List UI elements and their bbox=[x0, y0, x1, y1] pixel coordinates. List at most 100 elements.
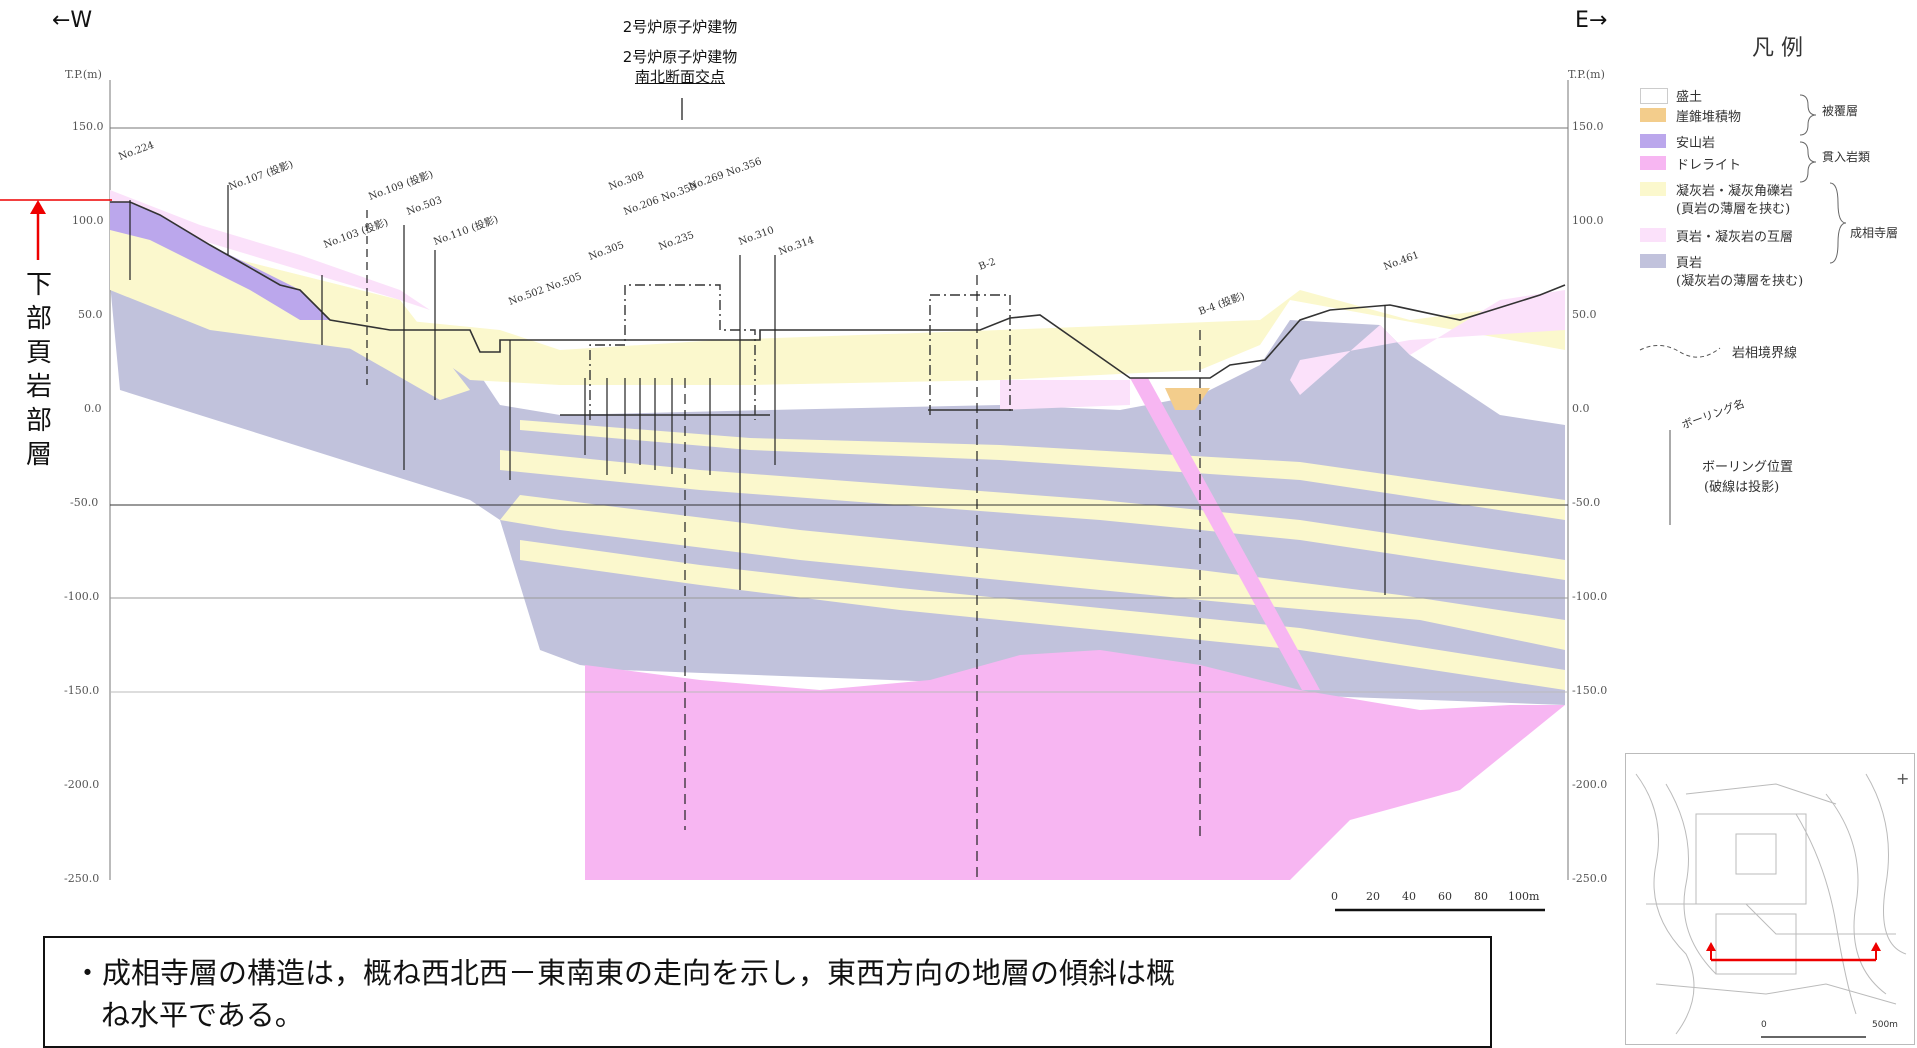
west-direction-label: ←W bbox=[52, 8, 93, 33]
tick-left: 50.0 bbox=[78, 308, 103, 321]
group-label-intrusive: 貫入岩類 bbox=[1822, 150, 1871, 164]
tick-left: -200.0 bbox=[64, 778, 100, 791]
tick-left: -100.0 bbox=[64, 590, 100, 603]
legend: 凡 例 盛土 崖錐堆積物 安山岩 ドレライト 凝灰岩・凝灰角礫岩 (頁岩の薄層を… bbox=[1632, 26, 1902, 566]
boring-label: No.308 bbox=[607, 170, 645, 193]
group-label-cover: 被覆層 bbox=[1822, 104, 1859, 118]
legend-shale: 頁岩 bbox=[1676, 256, 1703, 271]
boring-label: No.269 No.356 bbox=[687, 156, 763, 193]
summary-note-line1: ・成相寺層の構造は，概ね西北西－東南東の走向を示し，東西方向の地層の傾斜は概 bbox=[73, 956, 1176, 990]
intersection-label-line1: 2号炉原子炉建物 bbox=[622, 48, 738, 66]
tick-right: 0.0 bbox=[1572, 402, 1590, 415]
summary-note-box: ・成相寺層の構造は，概ね西北西－東南東の走向を示し，東西方向の地層の傾斜は概 ね… bbox=[43, 936, 1492, 1048]
legend-boring-note: (破線は投影) bbox=[1704, 480, 1780, 495]
swatch-tuff bbox=[1640, 182, 1666, 196]
legend-fill: 盛土 bbox=[1676, 90, 1703, 105]
rock-layers bbox=[110, 190, 1565, 880]
boring-label: No.235 bbox=[657, 230, 695, 253]
brace bbox=[1799, 141, 1817, 183]
axis-unit-left: T.P.(m) bbox=[65, 68, 102, 81]
legend-tuff-note: (頁岩の薄層を挟む) bbox=[1676, 202, 1791, 217]
tuff-layer-upper bbox=[110, 240, 1565, 385]
boring-label: No.110 (投影) bbox=[432, 212, 500, 247]
swatch-talus bbox=[1640, 108, 1666, 122]
tick-left: 0.0 bbox=[84, 402, 102, 415]
tick-right: -100.0 bbox=[1572, 590, 1608, 603]
elevation-lines bbox=[110, 127, 1568, 693]
alternation-layer bbox=[1000, 380, 1130, 410]
inset-location-map: + 0 500m bbox=[1625, 753, 1915, 1045]
ground-surface bbox=[110, 201, 1566, 379]
legend-tuff: 凝灰岩・凝灰角礫岩 bbox=[1676, 184, 1794, 199]
scale-label: 40 bbox=[1402, 890, 1416, 903]
legend-dolerite: ドレライト bbox=[1676, 158, 1742, 173]
brace bbox=[1829, 182, 1847, 264]
legend-boring-name: ボーリング名 bbox=[1679, 397, 1747, 432]
boundary-line-sample bbox=[1639, 345, 1721, 358]
scale-label: 100m bbox=[1508, 890, 1540, 903]
legend-title: 凡 例 bbox=[1752, 36, 1803, 61]
tuff-band bbox=[520, 420, 1565, 520]
tick-right: -50.0 bbox=[1572, 496, 1601, 509]
group-label-jojoji: 成相寺層 bbox=[1850, 226, 1899, 240]
boring-label: No.109 (投影) bbox=[367, 167, 435, 202]
tick-right: 100.0 bbox=[1572, 214, 1604, 227]
boring-label: No.305 bbox=[587, 240, 625, 263]
dolerite-dike bbox=[1130, 378, 1320, 690]
boring-label: No.314 bbox=[777, 235, 815, 258]
legend-talus: 崖錐堆積物 bbox=[1676, 110, 1742, 125]
legend-alternation: 頁岩・凝灰岩の互層 bbox=[1676, 230, 1794, 245]
axis-unit-right: T.P.(m) bbox=[1568, 68, 1605, 81]
tick-right: 50.0 bbox=[1572, 308, 1597, 321]
tick-left: 100.0 bbox=[72, 214, 104, 227]
scale-label: 60 bbox=[1438, 890, 1452, 903]
legend-boring-position: ボーリング位置 bbox=[1702, 460, 1794, 475]
inset-scale-end: 500m bbox=[1872, 1020, 1898, 1030]
tick-right: -250.0 bbox=[1572, 872, 1608, 885]
svg-text:+: + bbox=[1896, 769, 1909, 788]
boring-label: No.502 No.505 bbox=[507, 271, 583, 308]
tick-right: -200.0 bbox=[1572, 778, 1608, 791]
boreholes bbox=[129, 185, 1386, 880]
tick-left: -250.0 bbox=[64, 872, 100, 885]
boring-label: No.103 (投影) bbox=[322, 215, 390, 250]
tick-left: -50.0 bbox=[70, 496, 99, 509]
building-title: 2号炉原子炉建物 bbox=[622, 18, 738, 36]
tick-right: -150.0 bbox=[1572, 684, 1608, 697]
dolerite-intrusion bbox=[585, 650, 1565, 880]
tuff-band bbox=[500, 450, 1565, 580]
scale-label: 0 bbox=[1331, 890, 1338, 903]
brace bbox=[1799, 94, 1817, 136]
summary-note-line2: ね水平である。 bbox=[101, 998, 304, 1032]
east-direction-label: E→ bbox=[1575, 8, 1608, 33]
tick-right: 150.0 bbox=[1572, 120, 1604, 133]
legend-boundary: 岩相境界線 bbox=[1732, 346, 1798, 361]
inset-scale-start: 0 bbox=[1761, 1020, 1767, 1030]
boring-label: B-4 (投影) bbox=[1197, 289, 1247, 318]
lower-shale-member-label: 下 部 頁 岩 部 層 bbox=[25, 270, 52, 470]
inset-map-drawing: + bbox=[1635, 769, 1909, 1038]
reactor-building-outline bbox=[589, 284, 1011, 420]
swatch-dolerite bbox=[1640, 156, 1666, 170]
boring-label: No.206 No.359 bbox=[622, 181, 698, 218]
tick-left: -150.0 bbox=[64, 684, 100, 697]
swatch-shale bbox=[1640, 254, 1666, 268]
scale-label: 20 bbox=[1366, 890, 1380, 903]
legend-shale-note: (凝灰岩の薄層を挟む) bbox=[1676, 274, 1804, 289]
alternation-layer bbox=[1290, 290, 1565, 395]
boring-label: No.107 (投影) bbox=[227, 157, 295, 192]
up-arrow-head bbox=[30, 200, 46, 214]
boring-label: No.224 bbox=[117, 140, 155, 163]
swatch-alternation bbox=[1640, 228, 1666, 242]
boring-label: B-2 bbox=[977, 257, 997, 273]
andesite-layer bbox=[110, 202, 330, 320]
scale-label: 80 bbox=[1474, 890, 1488, 903]
boring-label: No.503 bbox=[405, 195, 443, 218]
swatch-fill bbox=[1640, 88, 1668, 104]
tick-left: 150.0 bbox=[72, 120, 104, 133]
boring-label: No.461 bbox=[1382, 250, 1420, 273]
legend-andesite: 安山岩 bbox=[1676, 136, 1716, 151]
tuff-band bbox=[520, 540, 1565, 690]
swatch-andesite bbox=[1640, 134, 1666, 148]
